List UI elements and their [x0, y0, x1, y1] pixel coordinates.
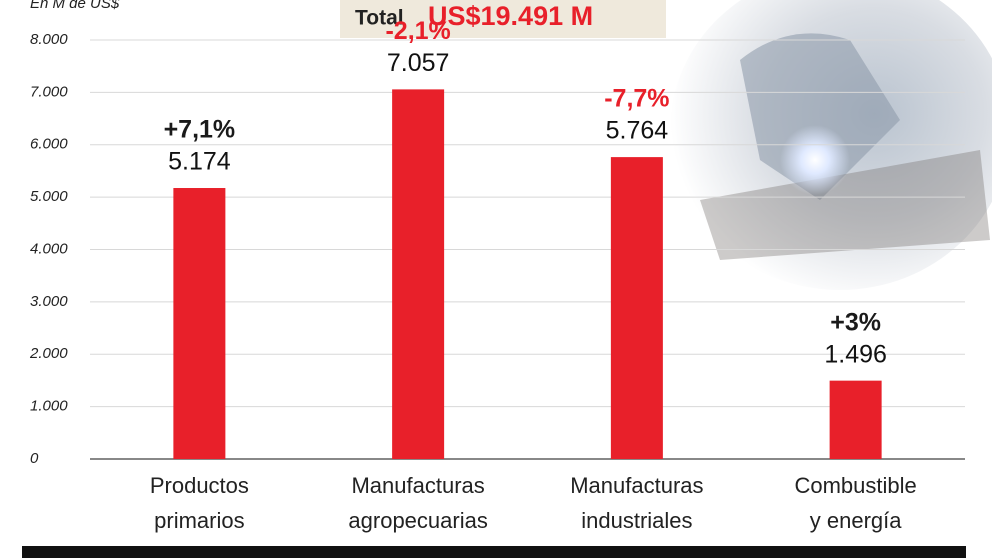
- bar: [829, 380, 882, 459]
- bar: [392, 89, 445, 460]
- y-tick-label: 4.000: [30, 240, 68, 257]
- total-value: US$19.491 M: [428, 1, 593, 31]
- x-tick-label: agropecuarias: [348, 508, 487, 533]
- value-label: 1.496: [824, 340, 887, 368]
- bar: [610, 157, 663, 459]
- y-tick-label: 6.000: [30, 136, 68, 153]
- change-label: +7,1%: [164, 116, 236, 144]
- x-tick-label: Manufacturas: [351, 473, 484, 498]
- total-label: Total: [355, 7, 404, 30]
- y-tick-label: 5.000: [30, 188, 68, 205]
- x-tick-label: Manufacturas: [570, 473, 703, 498]
- y-tick-label: 1.000: [30, 398, 68, 415]
- change-label: -2,1%: [385, 17, 450, 45]
- y-tick-label: 7.000: [30, 83, 68, 100]
- bar: [173, 188, 226, 459]
- total-box: [340, 0, 666, 38]
- change-label: -7,7%: [604, 85, 669, 113]
- x-tick-label: Productos: [150, 473, 249, 498]
- y-tick-label: 2.000: [29, 345, 68, 362]
- y-axis-label: En M de US$: [30, 0, 120, 12]
- y-tick-label: 8.000: [30, 31, 68, 48]
- y-tick-label: 0: [30, 450, 39, 467]
- y-tick-label: 3.000: [30, 293, 68, 310]
- x-tick-label: industriales: [581, 508, 692, 533]
- x-tick-label: Combustible: [794, 473, 916, 498]
- footer-bar: [22, 546, 966, 558]
- value-label: 5.174: [168, 148, 231, 176]
- change-label: +3%: [830, 308, 881, 336]
- value-label: 7.057: [387, 49, 450, 77]
- value-label: 5.764: [606, 117, 669, 145]
- x-tick-label: primarios: [154, 508, 244, 533]
- x-tick-label: y energía: [810, 508, 902, 533]
